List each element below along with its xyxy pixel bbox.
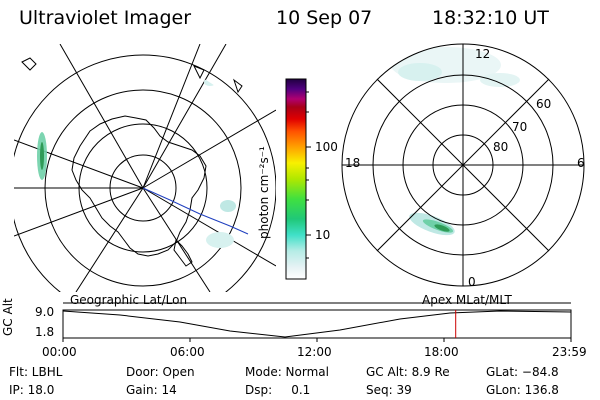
glat-readout: GLat: −84.8 (486, 365, 559, 379)
colorbar-unit-label: photon cm⁻²s⁻¹ (257, 146, 271, 239)
colorbar (285, 78, 311, 280)
altitude-curve (62, 310, 572, 338)
observation-date: 10 Sep 07 (276, 7, 373, 29)
time-tick-0600: 06:00 (170, 345, 205, 359)
glon-readout: GLon: 136.8 (486, 383, 559, 397)
gc-alt-axis-label: GC Alt (1, 298, 15, 336)
ground-track (142, 187, 249, 235)
gc-alt-tick-bottom: 1.8 (35, 325, 55, 339)
gc-alt-readout: GC Alt: 8.9 Re (366, 365, 450, 379)
gain-readout: Gain: 14 (126, 383, 177, 397)
dsp-readout: Dsp: 0.1 (245, 383, 311, 397)
mlat-label-80: 80 (493, 140, 509, 154)
antarctica-coastline (71, 115, 207, 257)
apex-projection-label: Apex MLat/MLT (422, 293, 512, 307)
mlat-mlt-polar-plot (341, 43, 585, 287)
mode-readout: Mode: Normal (245, 365, 329, 379)
time-tick-2359: 23:59 (552, 345, 587, 359)
door-readout: Door: Open (126, 365, 195, 379)
time-tick-0000: 00:00 (42, 345, 77, 359)
colorbar-tick-100: 100 (315, 140, 338, 154)
colorbar-tick-10: 10 (315, 228, 331, 242)
gc-alt-tick-top: 9.0 (35, 305, 55, 319)
mlt-label-18: 18 (345, 156, 361, 170)
geographic-map (14, 44, 276, 292)
geographic-projection-label: Geographic Lat/Lon (70, 293, 188, 307)
observation-time: 18:32:10 UT (432, 7, 549, 29)
instrument-title: Ultraviolet Imager (19, 7, 192, 29)
mlt-label-0: 0 (468, 275, 476, 289)
time-tick-1200: 12:00 (297, 345, 332, 359)
filter-readout: Flt: LBHL (9, 365, 63, 379)
mlt-label-6: 6 (577, 156, 585, 170)
seq-readout: Seq: 39 (366, 383, 412, 397)
mlt-label-12: 12 (475, 47, 491, 61)
ip-readout: IP: 18.0 (9, 383, 55, 397)
mlat-label-70: 70 (512, 120, 528, 134)
altitude-timeline (62, 302, 572, 342)
time-tick-1800: 18:00 (424, 345, 459, 359)
mlat-label-60: 60 (536, 97, 552, 111)
